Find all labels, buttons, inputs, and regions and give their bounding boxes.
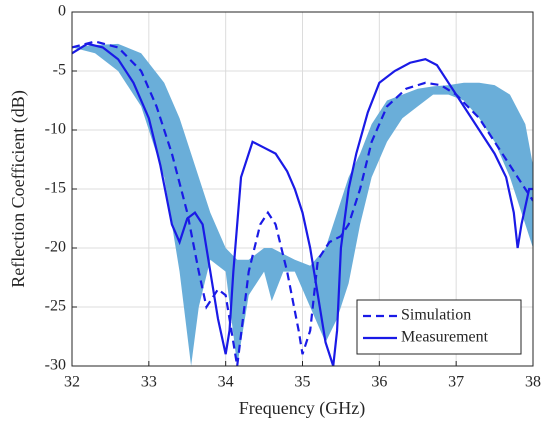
y-tick-label: -5 xyxy=(53,62,66,79)
y-tick-label: 0 xyxy=(58,3,66,20)
y-tick-label: -25 xyxy=(45,298,66,315)
legend: Simulation Measurement xyxy=(356,299,522,355)
x-tick-label: 35 xyxy=(295,374,311,391)
x-tick-label: 33 xyxy=(141,374,157,391)
x-tick-label: 38 xyxy=(525,374,541,391)
legend-label: Measurement xyxy=(401,329,489,346)
series-line xyxy=(72,42,533,366)
legend-label: Simulation xyxy=(401,307,471,324)
range-band xyxy=(72,43,533,366)
series-line xyxy=(72,40,533,366)
x-tick-label: 37 xyxy=(448,374,464,391)
y-tick-label: -10 xyxy=(45,121,66,138)
y-tick-label: -15 xyxy=(45,180,66,197)
legend-box xyxy=(356,299,522,355)
y-tick-label: -20 xyxy=(45,239,66,256)
y-axis-label: Reflection Coefficient (dB) xyxy=(8,90,29,288)
plot-area xyxy=(72,40,533,366)
x-tick-label: 36 xyxy=(371,374,387,391)
y-tick-label: -30 xyxy=(45,357,66,374)
x-axis-label: Frequency (GHz) xyxy=(239,398,365,419)
x-tick-label: 34 xyxy=(218,374,234,391)
x-tick-label: 32 xyxy=(64,374,80,391)
